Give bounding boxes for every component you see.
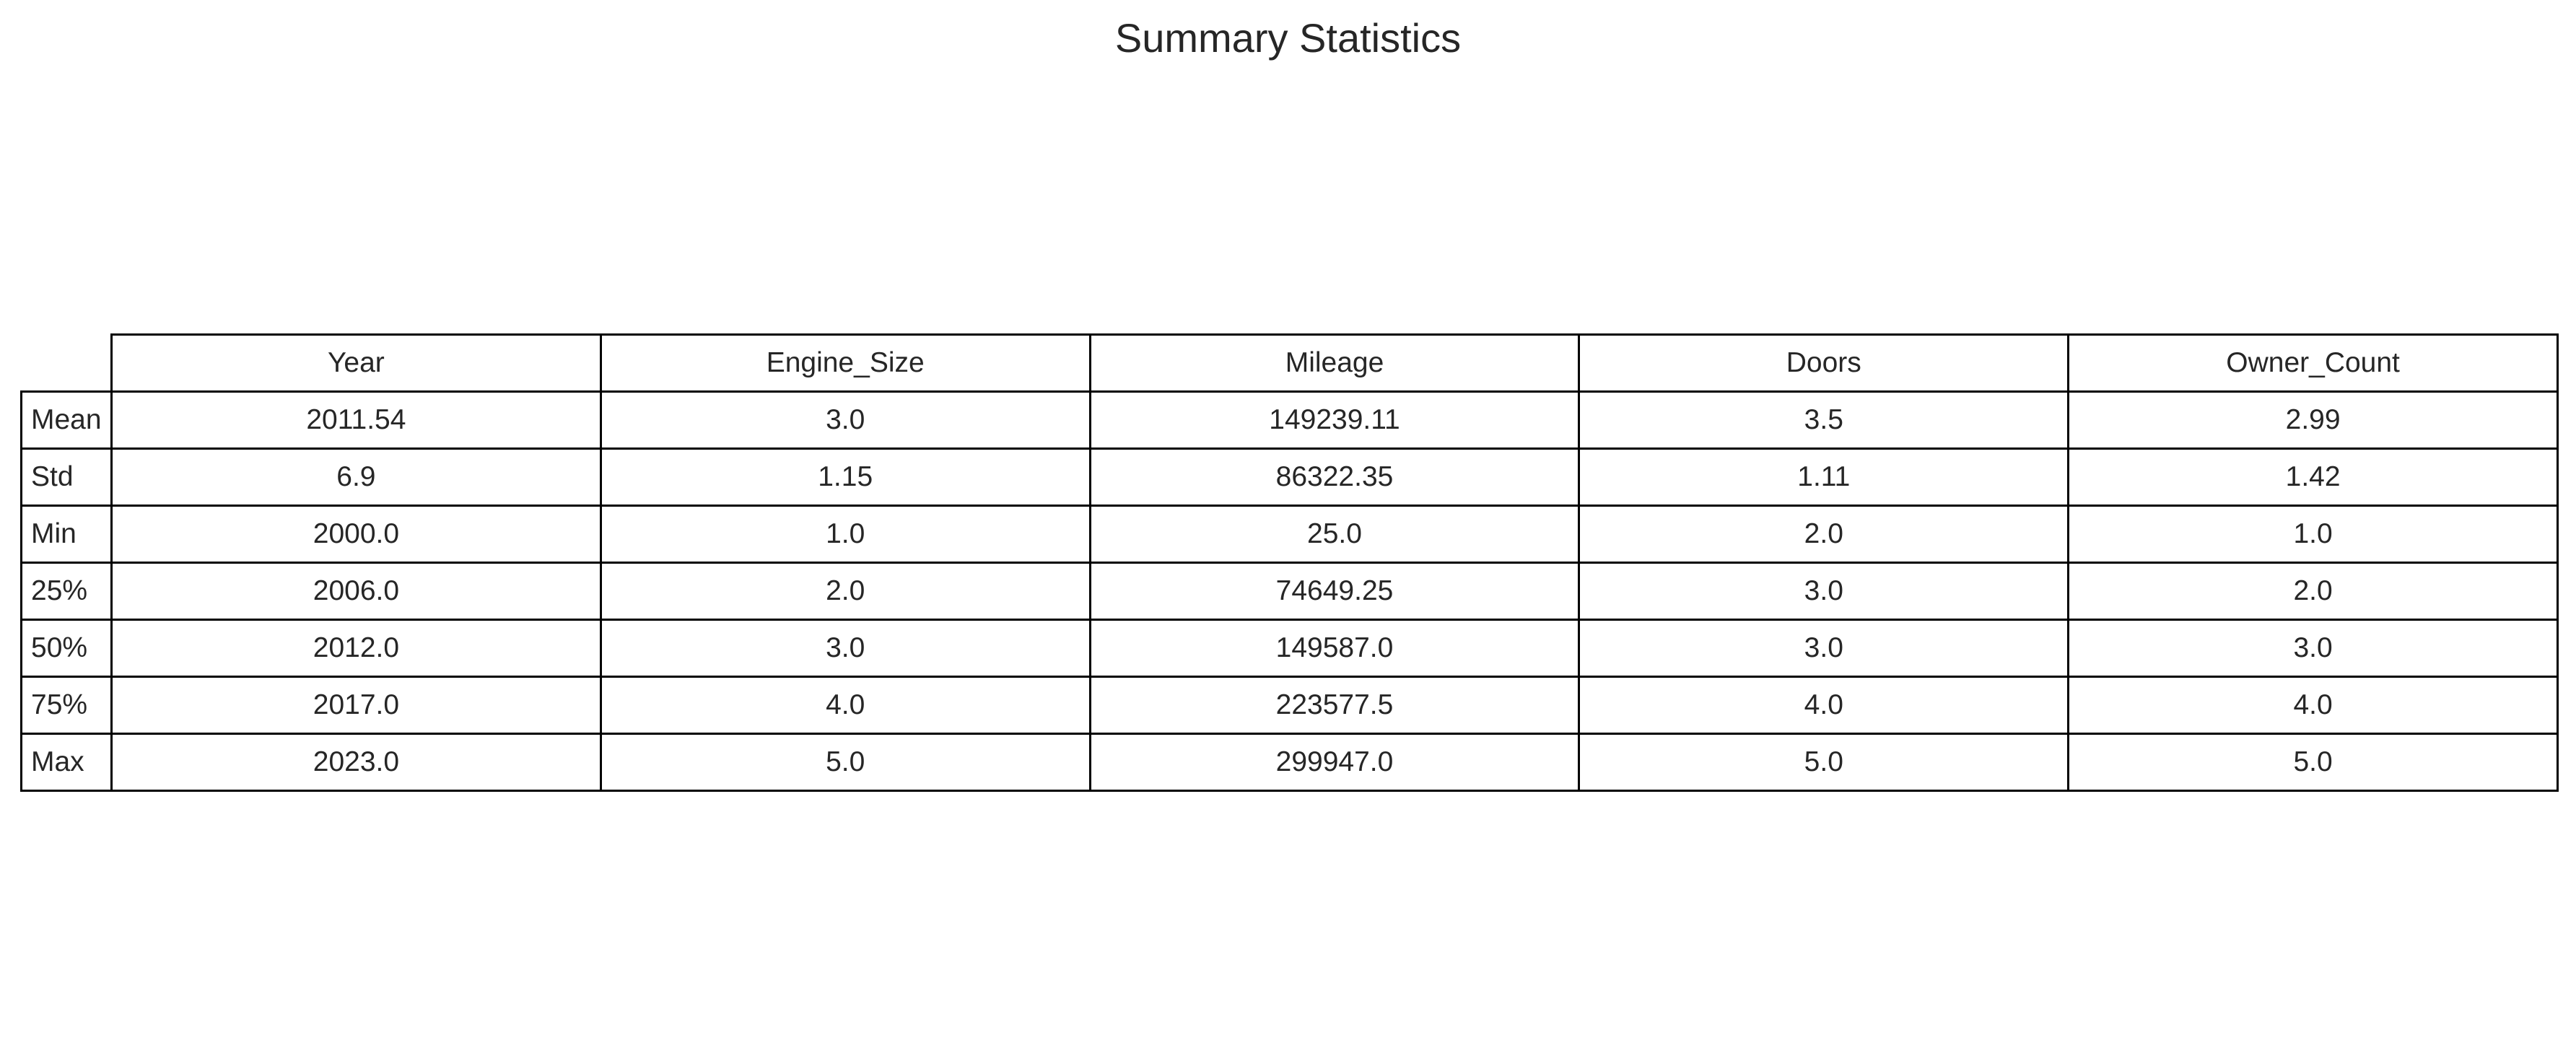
table-row: 75% 2017.0 4.0 223577.5 4.0 4.0 [20,676,2559,735]
table-row: Max 2023.0 5.0 299947.0 5.0 5.0 [20,733,2559,792]
table-body: Mean 2011.54 3.0 149239.11 3.5 2.99 Std 6.9 1.15… [20,390,2559,792]
table-cell-doors: 4.0 [1578,676,2070,735]
table-cell-owner-count: 2.99 [2067,390,2559,450]
table-cell-mileage: 149239.11 [1088,390,1581,450]
table-cell-mileage: 149587.0 [1088,619,1581,678]
row-header-50pct: 50% [20,619,113,678]
table-row: 50% 2012.0 3.0 149587.0 3.0 3.0 [20,619,2559,678]
table-cell-mileage: 223577.5 [1088,676,1581,735]
column-header-doors: Doors [1578,333,2070,393]
column-header-owner-count: Owner_Count [2067,333,2559,393]
table-row: 25% 2006.0 2.0 74649.25 3.0 2.0 [20,562,2559,621]
table-cell-year: 2000.0 [110,505,602,564]
table-cell-doors: 1.11 [1578,447,2070,507]
table-cell-doors: 3.5 [1578,390,2070,450]
table-cell-engine-size: 2.0 [599,562,1091,621]
table-cell-mileage: 74649.25 [1088,562,1581,621]
table-cell-owner-count: 4.0 [2067,676,2559,735]
row-header-25pct: 25% [20,562,113,621]
column-header-year: Year [110,333,602,393]
chart-title: Summary Statistics [1114,15,1462,61]
table-row: Std 6.9 1.15 86322.35 1.11 1.42 [20,447,2559,507]
table-cell-doors: 2.0 [1578,505,2070,564]
table-cell-year: 2023.0 [110,733,602,792]
table-cell-mileage: 86322.35 [1088,447,1581,507]
row-header-max: Max [20,733,113,792]
header-row: Year Engine_Size Mileage Doors Owner_Cou… [21,333,2559,393]
table-cell-year: 2006.0 [110,562,602,621]
column-header-engine-size: Engine_Size [599,333,1091,393]
table-header: Year Engine_Size Mileage Doors Owner_Cou… [21,333,2559,393]
row-header-min: Min [20,505,113,564]
table-cell-mileage: 299947.0 [1088,733,1581,792]
table-row: Min 2000.0 1.0 25.0 2.0 1.0 [20,505,2559,564]
summary-statistics-table: Year Engine_Size Mileage Doors Owner_Cou… [20,333,2559,792]
table-cell-engine-size: 1.0 [599,505,1091,564]
table-cell-engine-size: 3.0 [599,619,1091,678]
table-cell-year: 2017.0 [110,676,602,735]
corner-cell [21,334,113,393]
table-cell-owner-count: 2.0 [2067,562,2559,621]
table-cell-owner-count: 1.42 [2067,447,2559,507]
table-cell-mileage: 25.0 [1088,505,1581,564]
table-cell-engine-size: 4.0 [599,676,1091,735]
column-header-mileage: Mileage [1088,333,1581,393]
table-cell-year: 6.9 [110,447,602,507]
table-cell-owner-count: 5.0 [2067,733,2559,792]
table-cell-owner-count: 1.0 [2067,505,2559,564]
table-cell-owner-count: 3.0 [2067,619,2559,678]
table-cell-doors: 3.0 [1578,619,2070,678]
table-cell-engine-size: 5.0 [599,733,1091,792]
table-row: Mean 2011.54 3.0 149239.11 3.5 2.99 [20,390,2559,450]
table-cell-doors: 3.0 [1578,562,2070,621]
row-header-std: Std [20,447,113,507]
table-cell-year: 2012.0 [110,619,602,678]
table-cell-doors: 5.0 [1578,733,2070,792]
row-header-mean: Mean [20,390,113,450]
table-cell-engine-size: 1.15 [599,447,1091,507]
table-cell-engine-size: 3.0 [599,390,1091,450]
table-cell-year: 2011.54 [110,390,602,450]
row-header-75pct: 75% [20,676,113,735]
